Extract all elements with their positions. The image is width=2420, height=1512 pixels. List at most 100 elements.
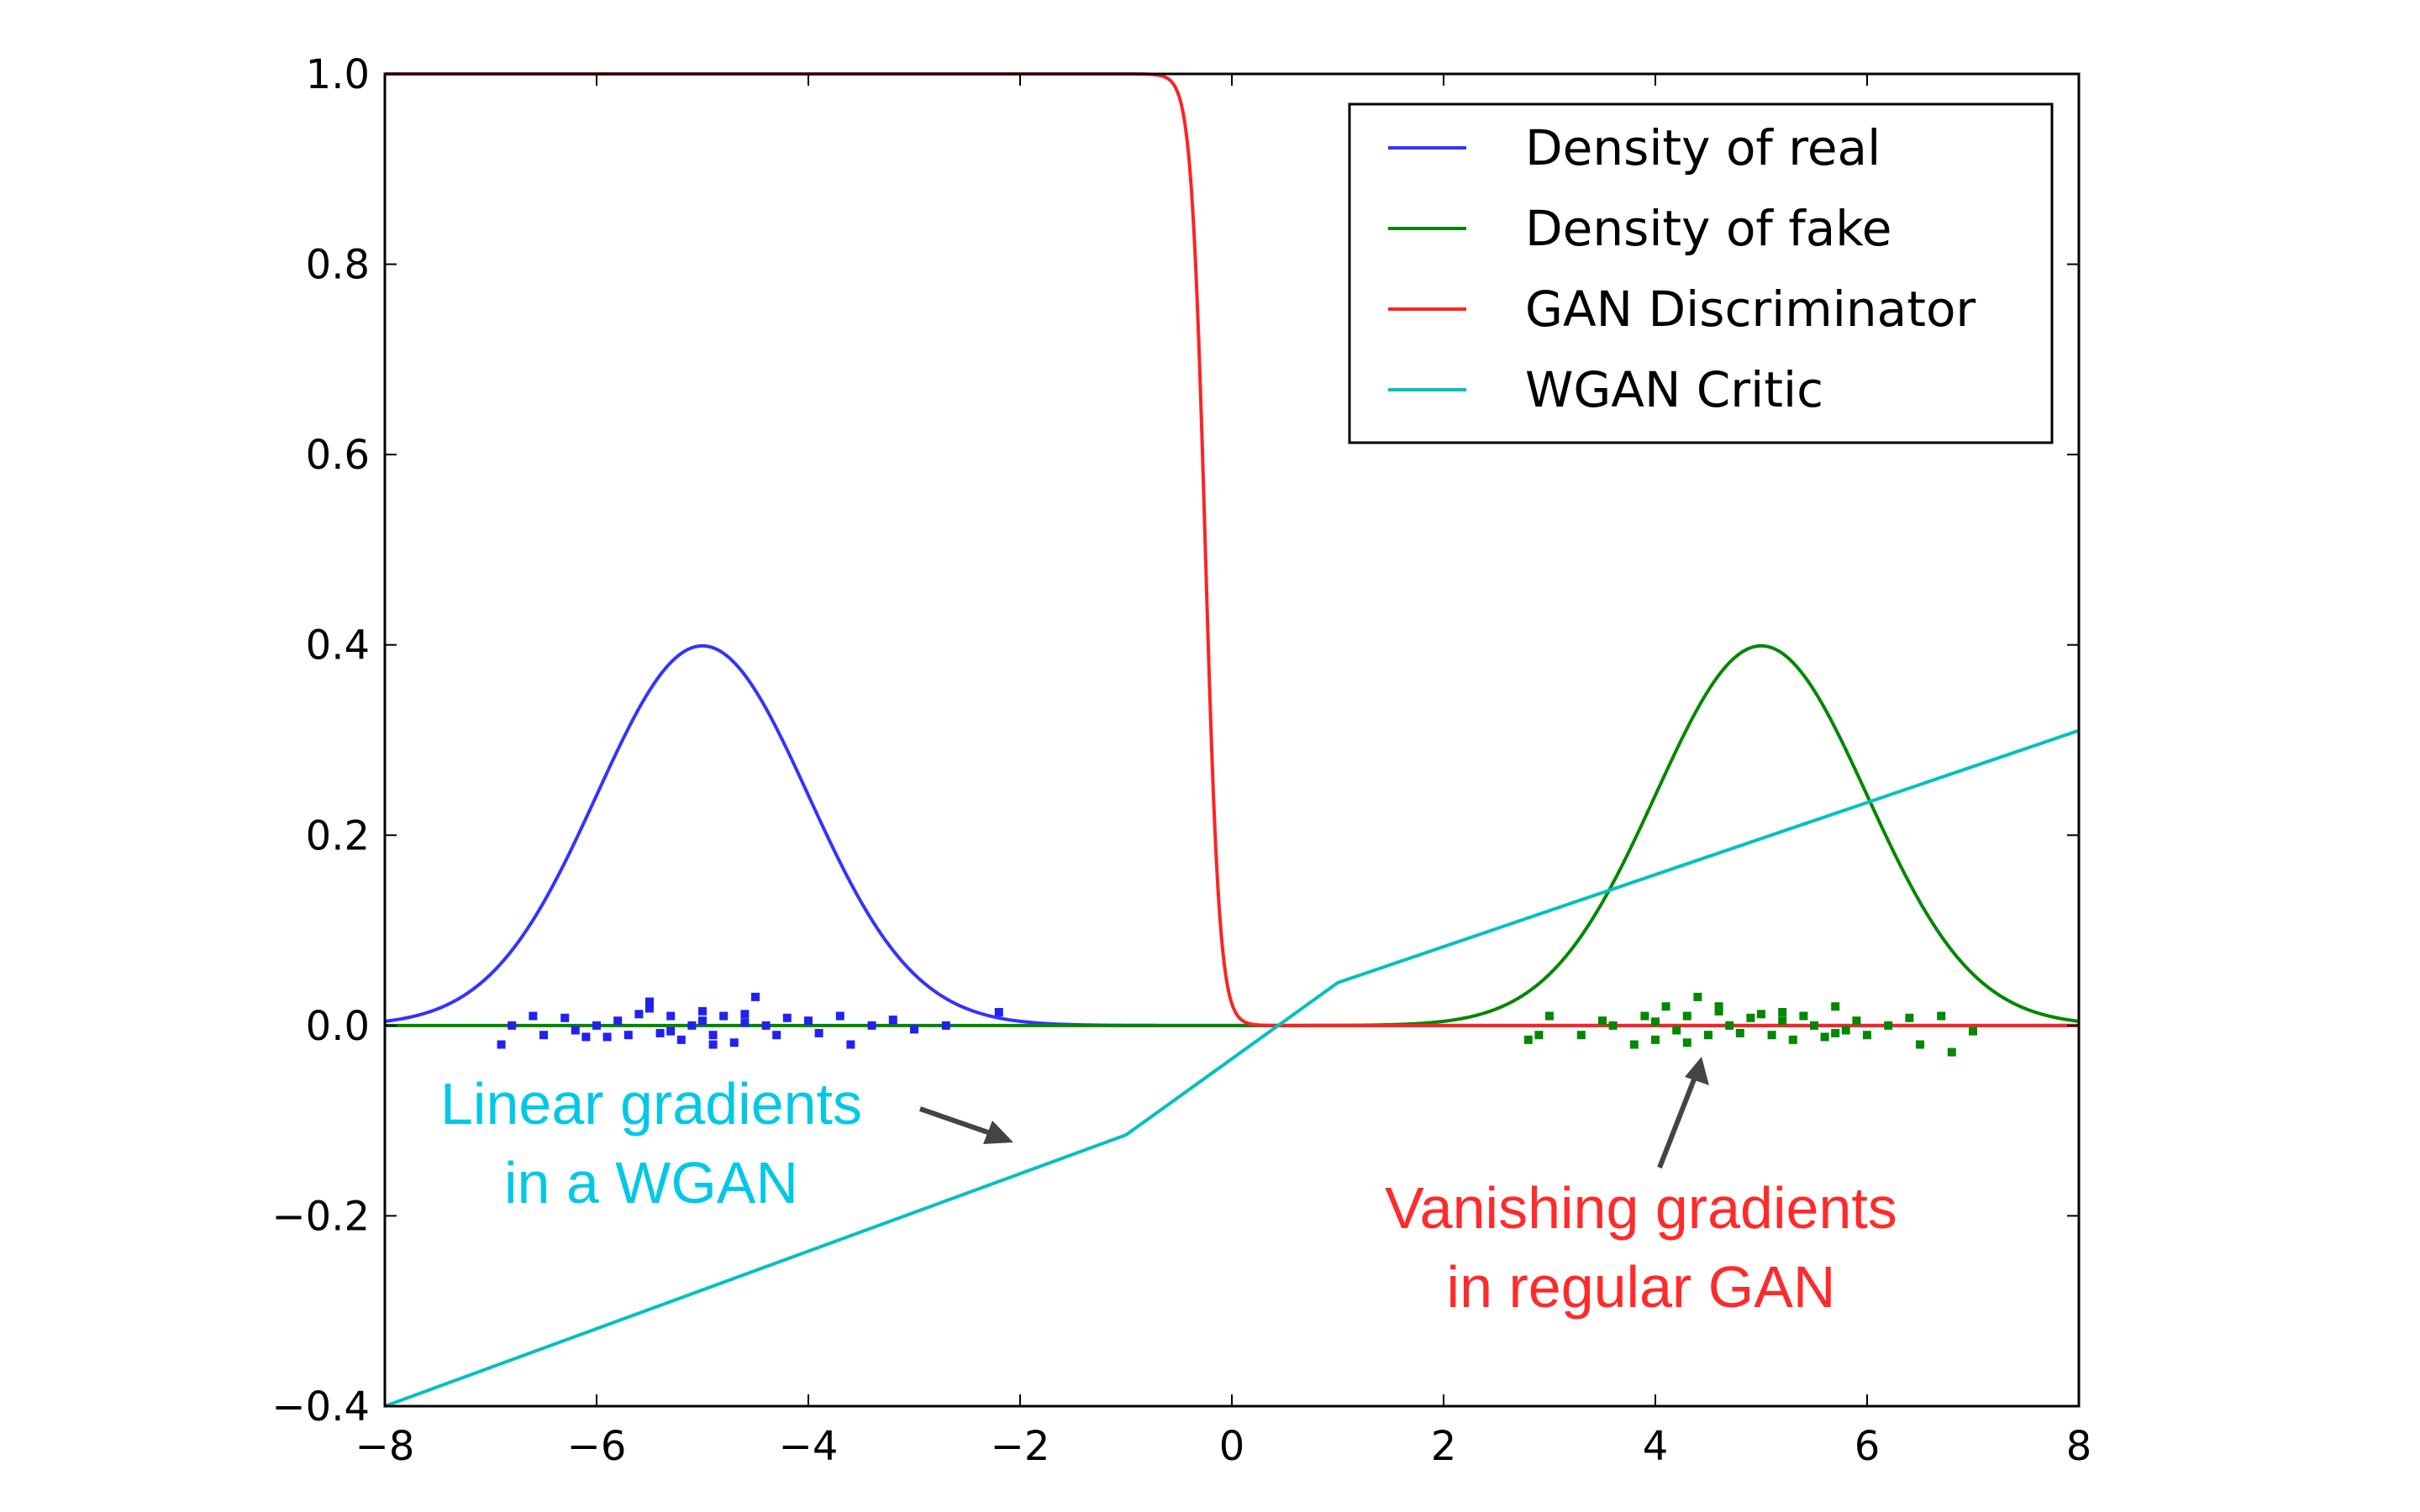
- scatter-point: [497, 1040, 506, 1049]
- annotation-gan-line1: Vanishing gradients: [1385, 1175, 1897, 1241]
- scatter-point: [1852, 1016, 1861, 1026]
- scatter-point: [508, 1021, 517, 1030]
- scatter-point: [1778, 1016, 1787, 1026]
- scatter-point: [1640, 1011, 1649, 1021]
- scatter-point: [560, 1013, 570, 1022]
- scatter-point: [782, 1013, 792, 1022]
- y-tick-label: 1.0: [306, 51, 370, 98]
- scatter-point: [592, 1021, 601, 1030]
- scatter-point: [1831, 1002, 1840, 1011]
- y-tick-label: −0.2: [271, 1193, 370, 1240]
- y-tick-label: 0.4: [306, 622, 370, 669]
- legend-label-0: Density of real: [1525, 119, 1881, 176]
- scatter-point: [613, 1016, 623, 1026]
- scatter-point: [941, 1021, 950, 1030]
- arrow-gan: [1657, 1074, 1698, 1169]
- scatter-point: [602, 1032, 612, 1042]
- scatter-point: [1831, 1028, 1840, 1037]
- scatter-point: [761, 1021, 771, 1030]
- scatter-point: [581, 1032, 591, 1042]
- scatter-point: [1725, 1021, 1734, 1030]
- scatter-point: [1714, 1002, 1723, 1011]
- scatter-point: [1682, 1038, 1691, 1047]
- annotation-gan: Vanishing gradients in regular GAN: [1385, 1057, 1897, 1320]
- scatter-point: [698, 1016, 707, 1026]
- scatter-point: [1841, 1026, 1850, 1035]
- legend-label-2: GAN Discriminator: [1525, 281, 1975, 338]
- scatter-point: [1799, 1011, 1808, 1021]
- scatter-point: [867, 1021, 876, 1030]
- scatter-point: [1545, 1011, 1554, 1021]
- legend-label-3: WGAN Critic: [1525, 361, 1823, 418]
- scatter-point: [814, 1028, 823, 1037]
- scatter-point: [1693, 992, 1702, 1001]
- scatter-point: [1714, 1006, 1723, 1016]
- x-tick-label: −4: [779, 1423, 839, 1470]
- scatter-point: [1905, 1013, 1914, 1022]
- scatter-point: [708, 1040, 718, 1049]
- annotation-gan-line2: in regular GAN: [1447, 1254, 1836, 1320]
- scatter-point: [804, 1016, 813, 1026]
- scatter-point: [719, 1011, 729, 1021]
- scatter-point: [1682, 1011, 1691, 1021]
- annotation-wgan-line1: Linear gradients: [440, 1071, 862, 1137]
- scatter-point: [1746, 1013, 1755, 1022]
- scatter-point: [1947, 1047, 1956, 1057]
- scatter-point: [666, 1011, 676, 1021]
- scatter-point: [1651, 1035, 1660, 1044]
- y-tick-label: −0.4: [271, 1383, 370, 1431]
- annotation-wgan: Linear gradients in a WGAN: [440, 1071, 1013, 1215]
- scatter-point: [708, 1031, 718, 1040]
- scatter-point: [846, 1040, 855, 1049]
- x-tick-label: 6: [1854, 1423, 1881, 1470]
- ticks: −8 −6 −4 −2 0 2 4 6 8 1.0 0.8 0.6 0.4 0.2 0.0 −0.2 −0.4: [271, 51, 2091, 1470]
- x-tick-label: 2: [1431, 1423, 1457, 1470]
- scatter-point: [729, 1038, 739, 1047]
- scatter-point: [1757, 1010, 1765, 1019]
- scatter-point: [1534, 1031, 1544, 1040]
- scatter-point: [634, 1010, 644, 1019]
- legend-label-1: Density of fake: [1525, 200, 1891, 257]
- scatter-point: [1523, 1035, 1533, 1044]
- y-tick-label: 0.2: [306, 812, 370, 859]
- scatter-point: [1661, 1002, 1670, 1011]
- scatter-point: [1810, 1021, 1818, 1030]
- arrowhead-gan: [1685, 1057, 1709, 1085]
- scatter-point: [1778, 1007, 1787, 1016]
- scatter-point: [1916, 1040, 1924, 1049]
- scatter-point: [1672, 1026, 1681, 1035]
- scatter-point: [1598, 1016, 1607, 1026]
- scatter-point: [1651, 1017, 1660, 1026]
- arrow-wgan: [919, 1106, 1001, 1139]
- x-tick-label: −6: [567, 1423, 627, 1470]
- annotation-wgan-line2: in a WGAN: [504, 1150, 798, 1215]
- scatter-point: [888, 1016, 897, 1025]
- x-tick-label: −8: [355, 1423, 415, 1470]
- scatter-point: [655, 1028, 665, 1037]
- scatter-point: [994, 1007, 1003, 1016]
- scatter-point: [571, 1026, 580, 1035]
- y-tick-label: 0.8: [306, 242, 370, 289]
- scatter-point: [645, 997, 654, 1006]
- scatter-point: [1788, 1035, 1797, 1044]
- scatter-point: [1704, 1031, 1712, 1040]
- legend: Density of real Density of fake GAN Discri…: [1348, 102, 2054, 444]
- scatter-point: [1629, 1040, 1639, 1049]
- scatter-point: [740, 1018, 750, 1027]
- scatter-point: [751, 992, 760, 1001]
- scatter-point: [1937, 1011, 1946, 1021]
- scatter-point: [740, 1010, 750, 1019]
- scatter-point: [529, 1011, 538, 1021]
- scatter-point: [623, 1031, 633, 1040]
- scatter-point: [910, 1025, 918, 1034]
- series-line-0: [384, 643, 2079, 1027]
- scatter-point: [698, 1006, 707, 1016]
- scatter-point: [1863, 1031, 1871, 1040]
- legend-box: [1348, 102, 2054, 444]
- scatter-point: [1608, 1021, 1618, 1030]
- y-tick-label: 0.0: [306, 1003, 370, 1050]
- series-line-1: [385, 643, 2080, 1027]
- scatter-point: [772, 1031, 781, 1040]
- scatter-point: [1969, 1026, 1977, 1036]
